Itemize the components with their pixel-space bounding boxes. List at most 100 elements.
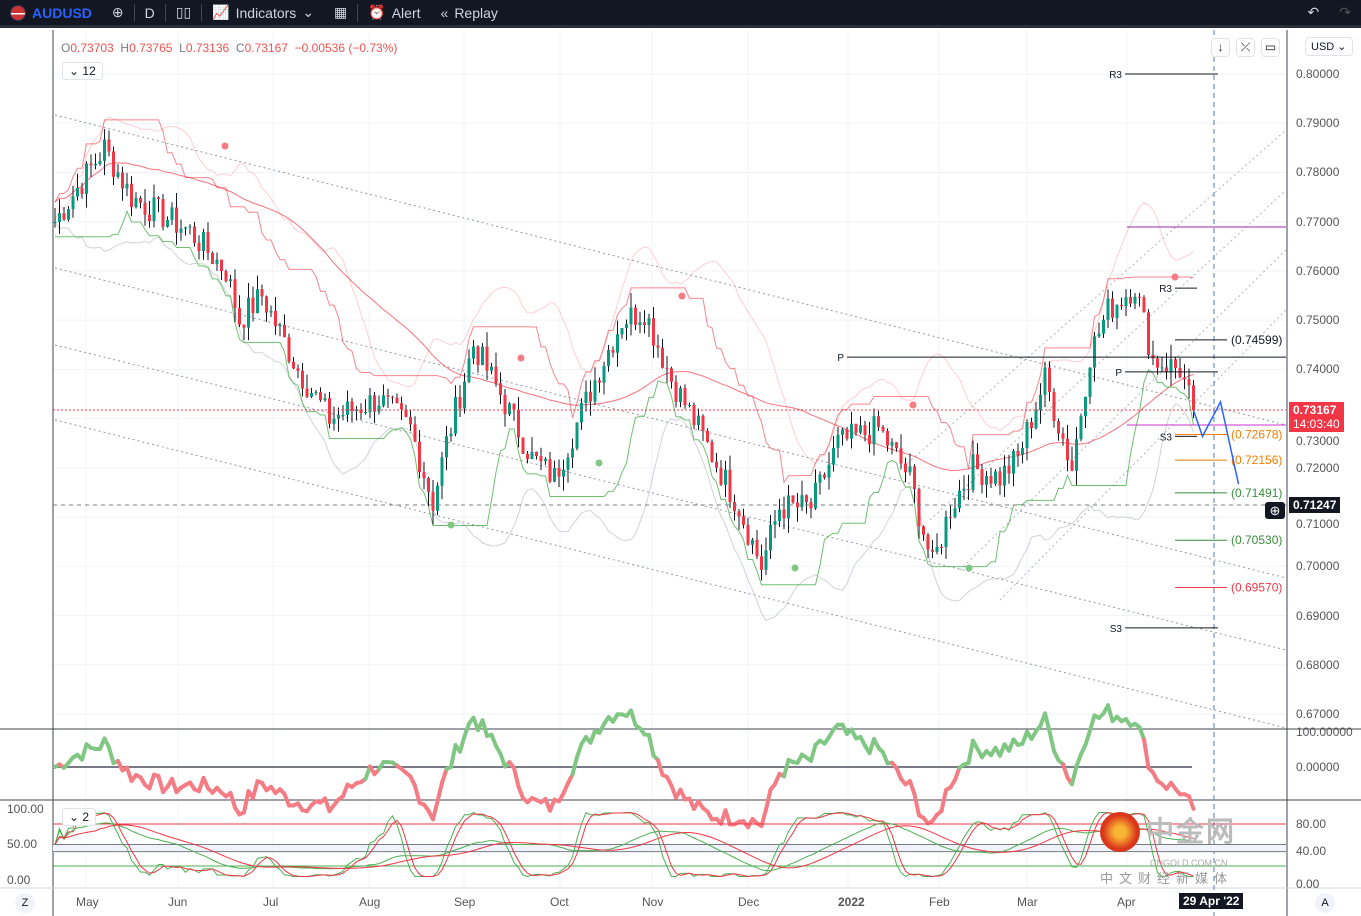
candle-body <box>350 401 354 412</box>
candle-body <box>431 491 435 511</box>
candle-body <box>818 474 822 483</box>
trailing-stop-upper <box>54 119 1194 484</box>
stoch-axis-label: 0.00 <box>1296 877 1320 891</box>
candle-body <box>679 388 682 402</box>
candles-icon[interactable]: ▯▯ <box>175 4 192 20</box>
candle-body <box>836 434 840 448</box>
candle-body <box>683 388 687 406</box>
divider <box>164 3 166 22</box>
candle-body <box>400 403 403 410</box>
oscillator-segment <box>1106 703 1115 724</box>
oscillator-segment <box>953 765 962 782</box>
zoom-button[interactable]: Z <box>15 893 35 913</box>
undo-icon[interactable]: ↶ <box>1307 4 1320 20</box>
oscillator-segment <box>251 779 260 800</box>
candle-body <box>1070 460 1074 471</box>
candle-body <box>112 151 115 177</box>
candle-body <box>391 396 394 398</box>
candle-body <box>967 489 970 491</box>
candle-body <box>494 366 498 384</box>
candle-body <box>701 415 705 431</box>
fib-level-label: (0.72678) <box>1231 427 1282 441</box>
oscillator-segment <box>282 791 291 808</box>
redo-icon[interactable]: ↷ <box>1339 4 1351 20</box>
candle-body <box>355 409 358 412</box>
open-label: O <box>61 41 71 55</box>
candle-body <box>121 172 124 189</box>
candle-body <box>656 345 660 348</box>
candle-body <box>94 163 97 166</box>
oscillator-segment <box>341 782 350 799</box>
candle-body <box>638 322 642 325</box>
candle-body <box>139 197 142 203</box>
layout-grid-icon[interactable]: ▦ <box>334 4 348 20</box>
candle-body <box>584 391 588 403</box>
top-toolbar: AUDUSD ⊕ D ▯▯ 📈 Indicators ⌄ ▦ ⏰ Alert « Rep… <box>0 0 1361 28</box>
candle-body <box>269 310 273 313</box>
divider <box>201 3 203 22</box>
candle-body <box>773 521 777 525</box>
candle-body <box>652 318 655 346</box>
time-axis-label: 2022 <box>838 895 865 909</box>
candle-body <box>1169 359 1173 373</box>
oscillator-segment <box>449 743 458 769</box>
indicators-collapse-button[interactable]: ⌄ 12 <box>62 62 103 80</box>
bollinger-upper-band <box>54 116 1194 465</box>
price-axis-label: 0.76000 <box>1296 263 1340 278</box>
replay-button[interactable]: « Replay <box>431 0 508 25</box>
candle-body <box>211 252 214 265</box>
candle-body <box>1075 439 1078 471</box>
scroll-to-latest-icon[interactable]: ↓ <box>1211 38 1230 57</box>
osc-axis-label: 100.00000 <box>1296 725 1353 739</box>
candle-body <box>760 556 763 570</box>
close-label: C <box>235 41 245 55</box>
oscillator-segment <box>570 755 579 777</box>
candle-body <box>827 464 831 478</box>
candle-body <box>557 467 561 477</box>
maximize-pane-icon[interactable]: ▭ <box>1261 38 1280 57</box>
candle-body <box>908 466 912 473</box>
candle-body <box>53 221 57 223</box>
candle-body <box>850 423 853 439</box>
candle-body <box>872 416 876 445</box>
candle-body <box>157 197 160 200</box>
high-value: 0.73765 <box>129 41 173 55</box>
oscillator-segment <box>912 792 921 818</box>
candle-body <box>998 471 1002 486</box>
collapse-pane-icon[interactable]: ⤫ <box>1236 38 1255 57</box>
candle-body <box>674 381 678 402</box>
chevron-down-icon[interactable]: ⌄ <box>302 4 315 20</box>
candle-body <box>971 454 975 490</box>
candle-body <box>935 546 939 552</box>
signal-dot <box>595 459 603 467</box>
pivot-level-label: S3 <box>1110 624 1123 635</box>
oscillator-segment <box>498 751 507 769</box>
auto-scale-button[interactable]: A <box>1315 893 1335 913</box>
alert-button[interactable]: ⏰ Alert <box>358 0 430 25</box>
osc-axis-label: 0.00000 <box>1296 760 1340 774</box>
low-value: 0.73136 <box>185 41 230 55</box>
stoch-band <box>53 844 1286 852</box>
candle-body <box>1003 465 1006 486</box>
candle-body <box>926 534 930 550</box>
interval-button[interactable]: D <box>144 4 155 21</box>
candle-body <box>341 415 345 417</box>
candle-body <box>346 401 349 416</box>
oscillator-segment <box>413 783 422 805</box>
candle-body <box>283 324 286 338</box>
candle-body <box>895 442 898 449</box>
indicators-button[interactable]: 📈 Indicators ⌄ <box>202 0 324 25</box>
stoch-collapse-button[interactable]: ⌄ 2 <box>62 808 97 826</box>
compare-plus-icon[interactable]: ⊕ <box>111 4 124 20</box>
oscillator-segment <box>656 758 665 777</box>
symbol-button[interactable]: AUDUSD <box>0 0 102 25</box>
oscillator-segment <box>156 774 165 795</box>
price-axis-label: 0.69000 <box>1296 608 1340 623</box>
candle-body <box>670 368 673 382</box>
oscillator-segment <box>966 738 975 766</box>
ohlc-legend: O0.73703 H0.73765 L0.73136 C0.73167 −0.0… <box>61 41 397 55</box>
price-chart[interactable]: R3 P P R3 S3 S3 (0.74599) (0.72678) (0.72156) (0.… <box>0 28 1361 916</box>
add-plus-icon[interactable]: ⊕ <box>1265 502 1285 519</box>
currency-dropdown[interactable]: USD ⌄ <box>1305 37 1353 56</box>
price-axis-label: 0.70000 <box>1296 559 1340 574</box>
